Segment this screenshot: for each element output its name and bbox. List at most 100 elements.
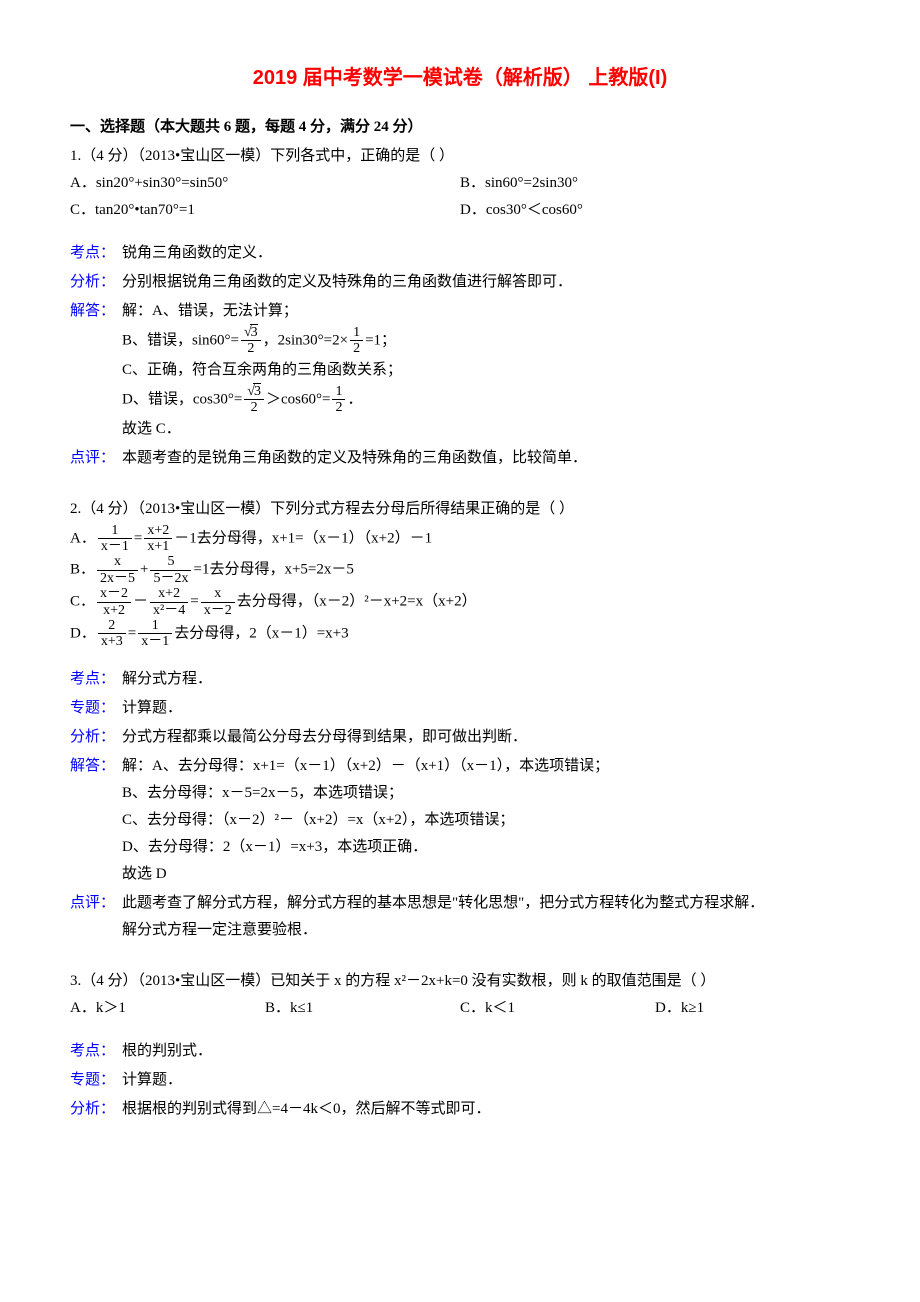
q2A-f2: x+2x+1	[144, 523, 172, 555]
q2D-pre: D．	[70, 625, 96, 641]
den2b: 2	[350, 341, 363, 356]
kaodian-label: 考点：	[70, 666, 122, 693]
q3-fenxi: 分析： 根据根的判别式得到△=4－4k＜0，然后解不等式即可．	[70, 1096, 850, 1123]
n: 1	[98, 523, 132, 539]
q2A-f1: 1x－1	[98, 523, 132, 555]
q1-jieda-c: C、正确，符合互余两角的三角函数关系；	[122, 357, 850, 384]
q2B-pre: B．	[70, 562, 95, 578]
n: x	[201, 586, 235, 602]
q2-fenxi: 分析： 分式方程都乘以最简公分母去分母得到结果，即可做出判断．	[70, 724, 850, 751]
n: x+2	[144, 523, 172, 539]
q1-jieda-final: 故选 C．	[122, 416, 850, 443]
frac-1-2b: 12	[332, 384, 345, 416]
jb-pre: B、错误，sin60°=	[122, 332, 239, 348]
fenxi-text: 根据根的判别式得到△=4－4k＜0，然后解不等式即可．	[122, 1096, 850, 1123]
q2C-post: 去分母得，（x－2）²－x+2=x（x+2）	[237, 593, 477, 609]
dianping-text: 本题考查的是锐角三角函数的定义及特殊角的三角函数值，比较简单．	[122, 445, 850, 472]
plus: +	[140, 562, 148, 578]
sqrt3b: 3	[253, 383, 261, 399]
zhuanti-label: 专题：	[70, 1067, 122, 1094]
q1-jieda-d: D、错误，cos30°=32＞cos60°=12．	[122, 384, 850, 416]
zhuanti-text: 计算题．	[122, 695, 850, 722]
d: x－1	[98, 539, 132, 554]
section-header: 一、选择题（本大题共 6 题，每题 4 分，满分 24 分）	[70, 114, 850, 141]
jb-post: =1；	[365, 332, 396, 348]
kaodian-text: 根的判别式．	[122, 1038, 850, 1065]
frac-sqrt3-2b: 32	[244, 384, 264, 416]
jieda-a: 解：A、错误，无法计算；	[122, 298, 850, 325]
n: 2	[98, 618, 126, 634]
kaodian-text: 锐角三角函数的定义．	[122, 240, 850, 267]
q3-kaodian: 考点： 根的判别式．	[70, 1038, 850, 1065]
page-title: 2019 届中考数学一模试卷（解析版） 上教版(I)	[70, 60, 850, 96]
q1-kaodian: 考点： 锐角三角函数的定义．	[70, 240, 850, 267]
den2c: 2	[244, 400, 264, 415]
q1-dianping: 点评： 本题考查的是锐角三角函数的定义及特殊角的三角函数值，比较简单．	[70, 445, 850, 472]
q3-zhuanti: 专题： 计算题．	[70, 1067, 850, 1094]
q2C-pre: C．	[70, 593, 95, 609]
q3-optD: D．k≥1	[655, 995, 850, 1022]
q2C-f2: x+2x²－4	[150, 586, 188, 618]
num1: 1	[350, 325, 363, 341]
q2C-f1: x－2x+2	[97, 586, 131, 618]
q2-jieda-final: 故选 D	[122, 861, 850, 888]
fenxi-label: 分析：	[70, 1096, 122, 1123]
q3-stem: 3.（4 分）（2013•宝山区一模）已知关于 x 的方程 x²－2x+k=0 …	[70, 968, 850, 995]
q2-optB: B．x2x－5+55－2x=1去分母得，x+5=2x－5	[70, 554, 850, 586]
d: x－2	[201, 603, 235, 618]
n: 1	[138, 618, 172, 634]
fenxi-text: 分别根据锐角三角函数的定义及特殊角的三角函数值进行解答即可．	[122, 269, 850, 296]
d: x－1	[138, 634, 172, 649]
q1-optA: A．sin20°+sin30°=sin50°	[70, 170, 460, 197]
jd-post: ．	[347, 391, 362, 407]
jieda-label: 解答：	[70, 298, 122, 325]
q1-options: A．sin20°+sin30°=sin50° B．sin60°=2sin30° …	[70, 170, 850, 224]
den2: 2	[241, 341, 261, 356]
kaodian-label: 考点：	[70, 1038, 122, 1065]
minus: －	[133, 593, 148, 609]
frac-sqrt3-2: 32	[241, 325, 261, 357]
jieda-label: 解答：	[70, 753, 122, 780]
d: x+3	[98, 634, 126, 649]
q1-stem: 1.（4 分）（2013•宝山区一模）下列各式中，正确的是（ ）	[70, 143, 850, 170]
kaodian-text: 解分式方程．	[122, 666, 850, 693]
q1-fenxi: 分析： 分别根据锐角三角函数的定义及特殊角的三角函数值进行解答即可．	[70, 269, 850, 296]
zhuanti-text: 计算题．	[122, 1067, 850, 1094]
q2D-f1: 2x+3	[98, 618, 126, 650]
q2B-f2: 55－2x	[150, 554, 191, 586]
d: 5－2x	[150, 571, 191, 586]
q3-optB: B．k≤1	[265, 995, 460, 1022]
q2B-f1: x2x－5	[97, 554, 138, 586]
q2C-f3: xx－2	[201, 586, 235, 618]
q2A-post: －1去分母得，x+1=（x－1）（x+2）－1	[174, 530, 432, 546]
n: x+2	[150, 586, 188, 602]
q1-jieda: 解答： 解：A、错误，无法计算；	[70, 298, 850, 325]
kaodian-label: 考点：	[70, 240, 122, 267]
q1-optC: C．tan20°•tan70°=1	[70, 197, 460, 224]
eq: =	[190, 593, 198, 609]
jd-mid: ＞cos60°=	[266, 391, 330, 407]
q2D-post: 去分母得，2（x－1）=x+3	[174, 625, 348, 641]
q2B-post: =1去分母得，x+5=2x－5	[193, 562, 353, 578]
q3-optA: A．k＞1	[70, 995, 265, 1022]
frac-1-2: 12	[350, 325, 363, 357]
q3-options: A．k＞1 B．k≤1 C．k＜1 D．k≥1	[70, 995, 850, 1022]
jieda-a: 解：A、去分母得：x+1=（x－1）（x+2）－（x+1）（x－1），本选项错误…	[122, 753, 850, 780]
q1-jieda-b: B、错误，sin60°=32，2sin30°=2×12=1；	[122, 325, 850, 357]
q2-optD: D．2x+3=1x－1去分母得，2（x－1）=x+3	[70, 618, 850, 650]
q2-optC: C．x－2x+2－x+2x²－4=xx－2去分母得，（x－2）²－x+2=x（x…	[70, 586, 850, 618]
q2-jieda: 解答： 解：A、去分母得：x+1=（x－1）（x+2）－（x+1）（x－1），本…	[70, 753, 850, 780]
zhuanti-label: 专题：	[70, 695, 122, 722]
q2D-f2: 1x－1	[138, 618, 172, 650]
jb-mid: ，2sin30°=2×	[263, 332, 348, 348]
dianping-label: 点评：	[70, 445, 122, 472]
eq: =	[134, 530, 142, 546]
q2-dianping2: 解分式方程一定注意要验根．	[122, 917, 850, 944]
dianping-label: 点评：	[70, 890, 122, 917]
n: x－2	[97, 586, 131, 602]
sqrt3: 3	[250, 324, 258, 340]
q2-jieda-c: C、去分母得：（x－2）²－（x+2）=x（x+2），本选项错误；	[122, 807, 850, 834]
q2-kaodian: 考点： 解分式方程．	[70, 666, 850, 693]
q2A-pre: A．	[70, 530, 96, 546]
fenxi-label: 分析：	[70, 724, 122, 751]
